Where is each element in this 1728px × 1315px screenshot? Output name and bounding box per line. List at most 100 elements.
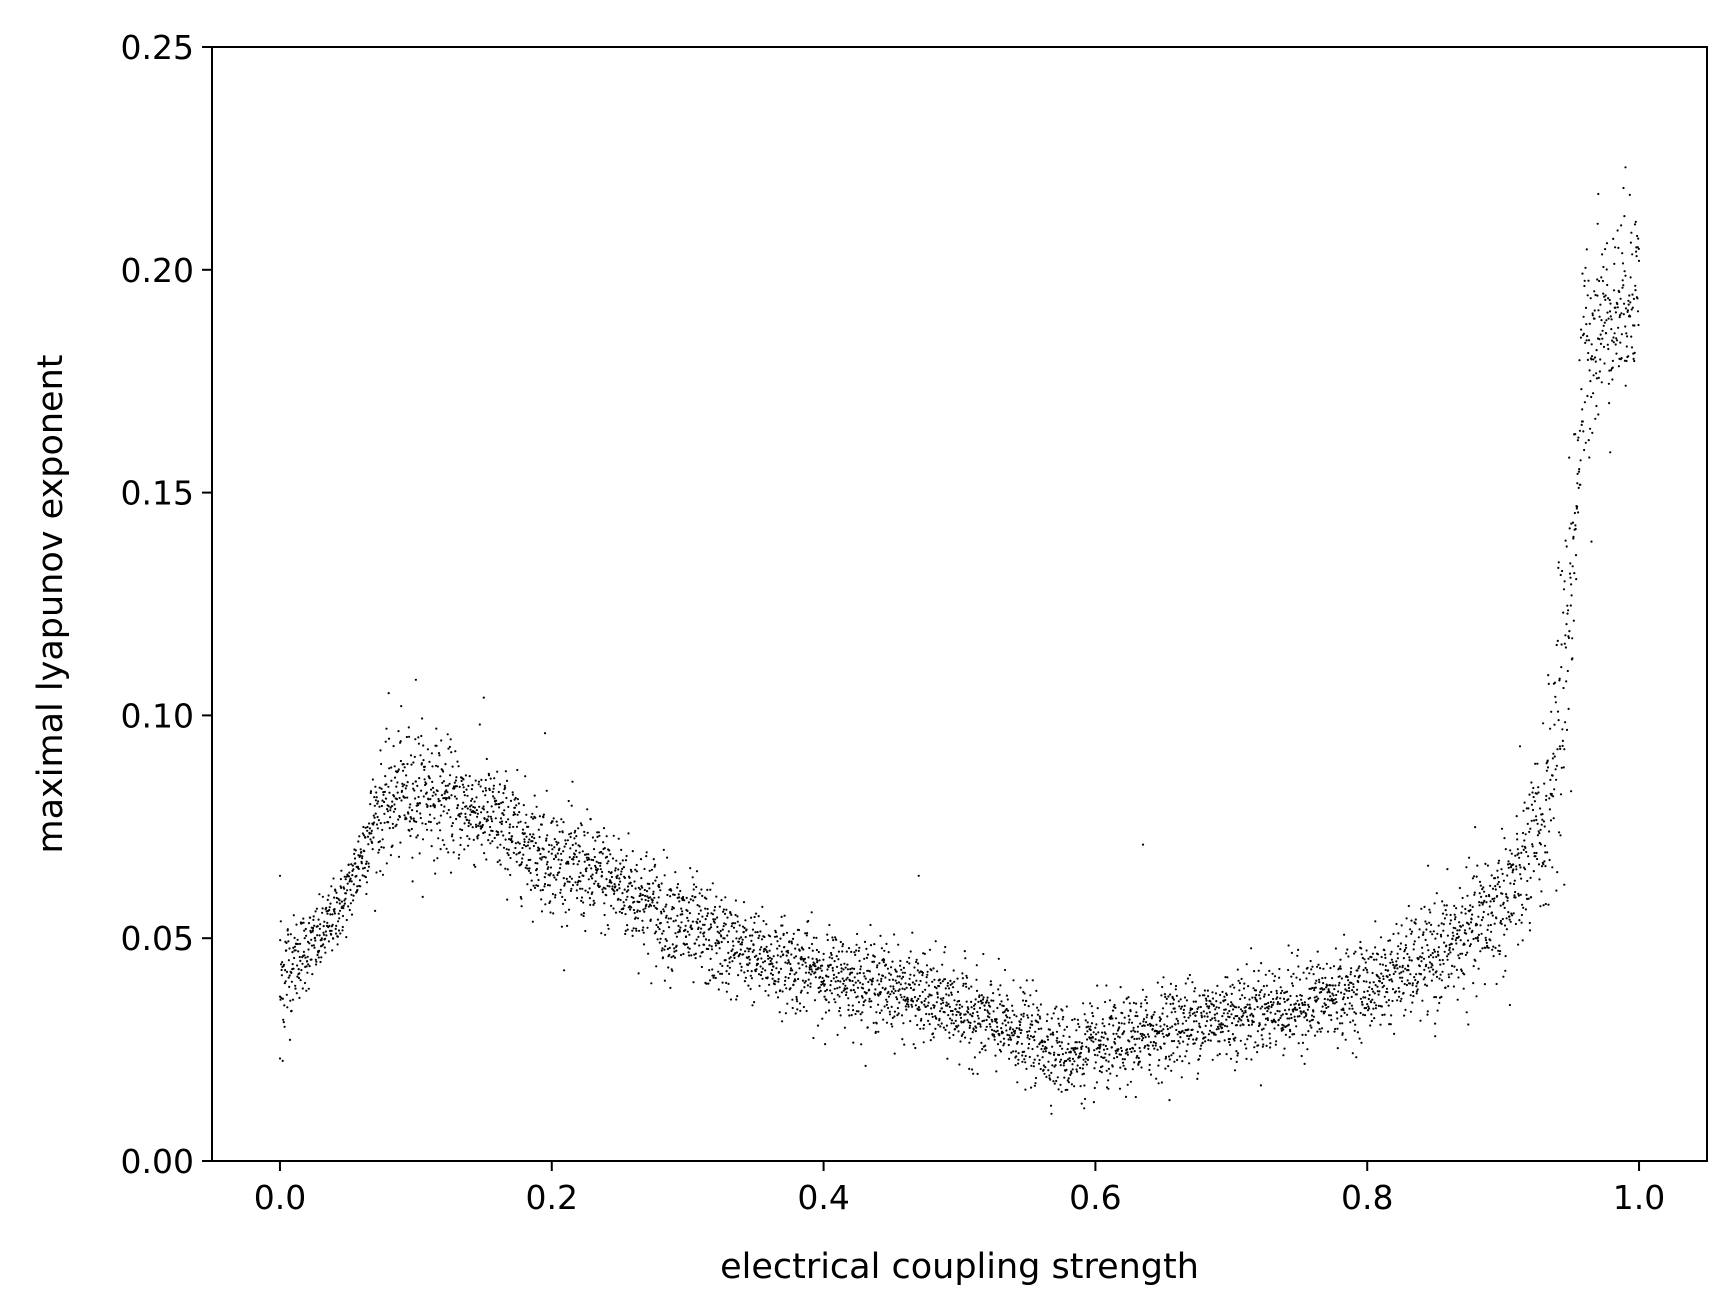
data-point <box>809 973 813 976</box>
data-point <box>750 977 754 980</box>
data-point <box>418 777 421 780</box>
data-point <box>1400 980 1404 983</box>
data-point <box>1489 939 1492 942</box>
data-point <box>895 982 898 985</box>
data-point <box>1481 888 1484 891</box>
data-point <box>1433 948 1436 951</box>
data-point <box>980 999 983 1002</box>
data-point <box>1468 856 1471 859</box>
data-point <box>448 782 451 785</box>
data-point <box>1007 1043 1010 1047</box>
data-point <box>1577 511 1580 514</box>
data-point <box>1626 309 1629 312</box>
data-point <box>580 899 583 903</box>
data-point <box>1427 949 1430 952</box>
data-point <box>1118 1026 1121 1029</box>
data-point <box>318 934 321 937</box>
data-point <box>966 1006 969 1009</box>
data-point <box>528 838 531 841</box>
data-point <box>1093 1049 1096 1052</box>
data-point <box>1188 1035 1191 1038</box>
data-point <box>1421 946 1424 949</box>
data-point <box>580 824 583 827</box>
data-point <box>1235 1006 1238 1009</box>
data-point <box>594 880 597 883</box>
data-point <box>1187 1028 1190 1031</box>
data-point <box>341 925 344 929</box>
data-point <box>1274 1012 1277 1016</box>
data-point <box>1498 885 1501 889</box>
data-point <box>869 1005 872 1009</box>
data-point <box>486 811 489 814</box>
data-point <box>663 948 666 951</box>
data-point <box>1599 333 1602 336</box>
data-point <box>725 908 728 911</box>
data-point <box>1340 1008 1343 1011</box>
data-point <box>890 990 894 993</box>
data-point <box>388 767 391 770</box>
data-point <box>766 954 770 958</box>
data-point <box>1312 1010 1315 1013</box>
data-point <box>1231 1022 1234 1025</box>
data-point <box>381 799 384 802</box>
data-point <box>528 867 531 870</box>
data-point <box>1309 996 1312 1000</box>
data-point <box>1113 1057 1116 1060</box>
data-point <box>934 1027 937 1030</box>
data-point <box>1401 976 1404 979</box>
data-point <box>1011 1028 1015 1031</box>
data-point <box>1296 1015 1299 1018</box>
data-point <box>552 874 555 877</box>
data-point <box>877 973 881 976</box>
data-point <box>1627 299 1630 302</box>
data-point <box>861 983 864 986</box>
data-point <box>1435 955 1438 959</box>
data-point <box>1275 992 1278 995</box>
data-point <box>960 1021 963 1024</box>
data-point <box>1146 1023 1149 1026</box>
data-point <box>1425 984 1429 987</box>
data-point <box>283 1025 286 1028</box>
data-point <box>756 962 760 966</box>
data-point <box>682 952 685 956</box>
data-point <box>725 981 728 985</box>
data-point <box>696 918 699 921</box>
data-point <box>1186 977 1190 980</box>
data-point <box>576 883 579 886</box>
data-point <box>376 827 379 830</box>
data-point <box>1111 1017 1114 1020</box>
data-point <box>1004 1019 1007 1022</box>
data-point <box>1036 1006 1039 1009</box>
data-point <box>751 950 754 954</box>
data-point <box>577 827 580 830</box>
data-point <box>629 868 633 872</box>
data-point <box>390 779 393 782</box>
data-point <box>974 998 977 1001</box>
data-point <box>913 996 917 999</box>
data-point <box>842 989 845 992</box>
data-point <box>900 1014 904 1017</box>
data-point <box>1441 970 1444 973</box>
data-point <box>1288 1036 1291 1039</box>
data-point <box>1461 896 1464 900</box>
data-point <box>604 887 607 890</box>
data-point <box>940 1002 943 1005</box>
data-point <box>776 954 779 957</box>
data-point <box>440 794 444 797</box>
data-point <box>1111 1009 1115 1012</box>
data-point <box>975 978 978 981</box>
data-point <box>1215 1006 1218 1009</box>
data-point <box>1359 997 1362 1000</box>
data-point <box>1378 977 1381 980</box>
data-point <box>1141 1039 1144 1042</box>
data-point <box>1278 976 1281 979</box>
data-point <box>838 1006 842 1010</box>
data-point <box>438 754 441 757</box>
data-point <box>452 851 455 854</box>
data-point <box>1316 950 1319 953</box>
data-point <box>814 971 817 974</box>
data-point <box>621 867 624 871</box>
data-point <box>1297 965 1300 968</box>
data-point <box>1136 1025 1140 1028</box>
data-point <box>1203 989 1206 992</box>
